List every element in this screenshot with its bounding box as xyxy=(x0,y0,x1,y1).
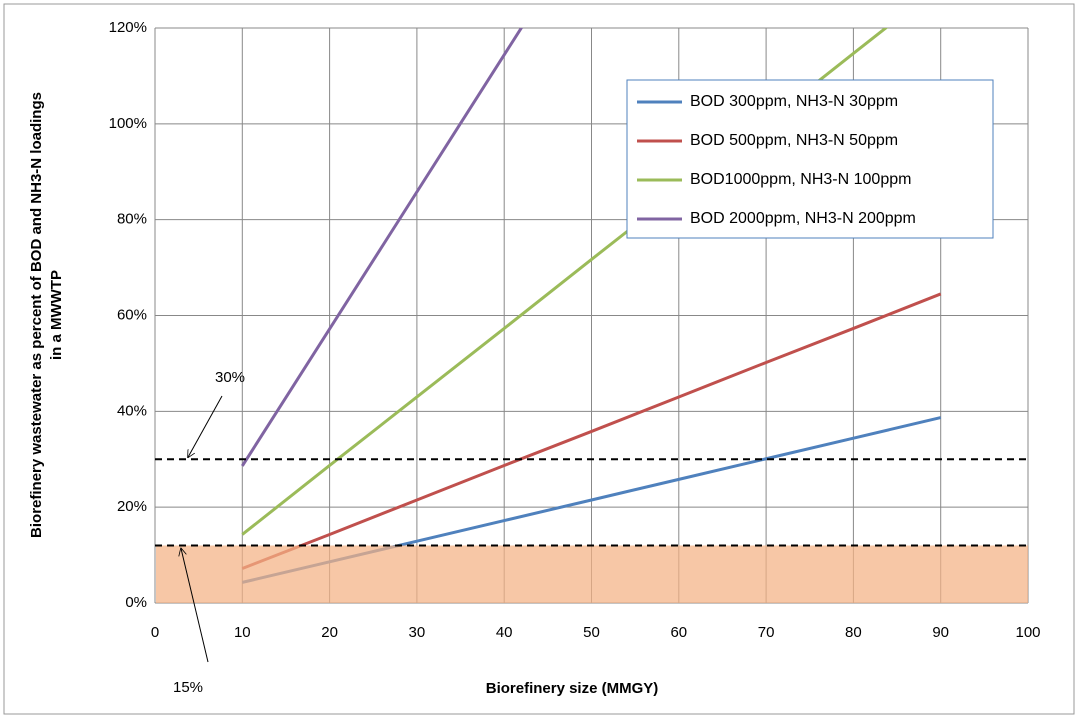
series-line xyxy=(241,28,889,536)
annotation-arrow xyxy=(181,549,209,663)
x-tick-label: 90 xyxy=(932,624,949,641)
legend-label: BOD1000ppm, NH3-N 100ppm xyxy=(690,171,911,188)
annotation: 15% xyxy=(173,679,203,696)
y-tick-label: 40% xyxy=(117,402,147,419)
series-line xyxy=(241,28,524,467)
x-tick-label: 60 xyxy=(670,624,687,641)
x-tick-label: 80 xyxy=(845,624,862,641)
x-tick-label: 70 xyxy=(758,624,775,641)
annotation-arrow xyxy=(188,395,223,457)
legend-label: BOD 300ppm, NH3-N 30ppm xyxy=(690,93,898,110)
x-tick-label: 30 xyxy=(409,624,426,641)
shaded-band xyxy=(156,545,1028,603)
y-tick-label: 120% xyxy=(109,19,147,36)
x-tick-label: 20 xyxy=(321,624,338,641)
x-tick-label: 100 xyxy=(1015,624,1040,641)
frame xyxy=(3,3,1075,715)
plot-area xyxy=(156,28,1028,603)
legend-box xyxy=(626,79,994,239)
x-tick-label: 0 xyxy=(151,624,159,641)
legend-label: BOD 2000ppm, NH3-N 200ppm xyxy=(690,210,916,227)
x-axis-title: Biorefinery size (MMGY) xyxy=(486,680,659,697)
y-tick-label: 60% xyxy=(117,306,147,323)
y-tick-label: 0% xyxy=(125,594,147,611)
x-tick-label: 10 xyxy=(234,624,251,641)
legend-label: BOD 500ppm, NH3-N 50ppm xyxy=(690,132,898,149)
x-tick-label: 40 xyxy=(496,624,513,641)
series-line xyxy=(241,292,942,570)
y-tick-label: 20% xyxy=(117,498,147,515)
y-axis-title: Biorefinery wastewater as percent of BOD… xyxy=(28,92,65,538)
y-tick-label: 100% xyxy=(109,115,147,132)
y-tick-label: 80% xyxy=(117,211,147,228)
x-tick-label: 50 xyxy=(583,624,600,641)
annotation: 30% xyxy=(215,369,245,386)
